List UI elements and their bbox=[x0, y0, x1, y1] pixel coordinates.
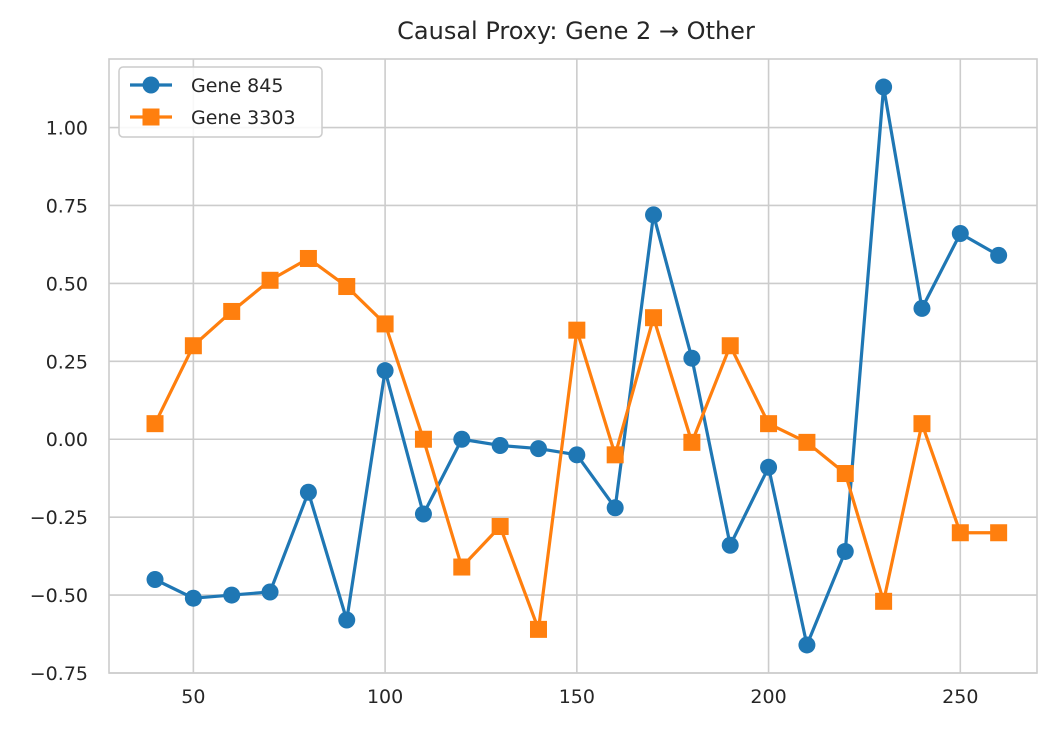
data-point-square bbox=[568, 321, 586, 339]
series-group bbox=[146, 78, 1008, 654]
chart-title: Causal Proxy: Gene 2 → Other bbox=[397, 17, 755, 45]
data-point-square bbox=[223, 302, 241, 320]
data-point-square bbox=[606, 446, 624, 464]
data-point-circle bbox=[990, 246, 1008, 264]
data-point-square bbox=[875, 592, 893, 610]
data-point-circle bbox=[299, 483, 317, 501]
data-point-circle bbox=[414, 505, 432, 523]
y-tick-label: 0.00 bbox=[46, 429, 88, 451]
data-point-circle bbox=[491, 436, 509, 454]
data-point-square bbox=[338, 278, 356, 296]
data-point-square bbox=[721, 337, 739, 355]
data-point-circle bbox=[606, 499, 624, 517]
x-tick-label: 50 bbox=[181, 686, 205, 708]
y-tick-label: 0.25 bbox=[46, 351, 88, 373]
data-point-circle bbox=[645, 206, 663, 224]
y-tick-label: −0.75 bbox=[30, 663, 88, 685]
data-point-square bbox=[146, 415, 164, 433]
data-point-square bbox=[491, 518, 509, 536]
data-point-circle bbox=[568, 446, 586, 464]
legend-marker-square bbox=[142, 108, 160, 126]
data-point-square bbox=[299, 249, 317, 267]
data-point-circle bbox=[376, 362, 394, 380]
data-point-circle bbox=[913, 299, 931, 317]
data-point-circle bbox=[836, 542, 854, 560]
data-point-square bbox=[376, 315, 394, 333]
data-point-circle bbox=[951, 225, 969, 243]
legend-label: Gene 3303 bbox=[191, 107, 296, 129]
legend-marker-circle bbox=[142, 76, 160, 94]
x-tick-label: 200 bbox=[750, 686, 786, 708]
y-tick-label: 0.75 bbox=[46, 195, 88, 217]
data-point-circle bbox=[875, 78, 893, 96]
data-point-circle bbox=[529, 440, 547, 458]
data-point-circle bbox=[223, 586, 241, 604]
data-point-square bbox=[261, 271, 279, 289]
data-point-circle bbox=[184, 589, 202, 607]
legend: Gene 845 Gene 3303 bbox=[118, 66, 323, 138]
data-point-circle bbox=[261, 583, 279, 601]
legend-label: Gene 845 bbox=[191, 75, 283, 97]
data-point-circle bbox=[338, 611, 356, 629]
data-point-circle bbox=[798, 636, 816, 654]
legend-entry: Gene 845 bbox=[130, 75, 283, 97]
data-point-square bbox=[990, 524, 1008, 542]
data-point-circle bbox=[721, 536, 739, 554]
data-point-square bbox=[184, 337, 202, 355]
data-point-circle bbox=[760, 458, 778, 476]
x-tick-label: 150 bbox=[559, 686, 595, 708]
x-tick-label: 100 bbox=[367, 686, 403, 708]
series-1 bbox=[146, 78, 1008, 654]
x-tick-label: 250 bbox=[942, 686, 978, 708]
y-tick-label: 0.50 bbox=[46, 273, 88, 295]
data-point-square bbox=[683, 433, 701, 451]
series-2 bbox=[146, 249, 1008, 638]
y-tick-label: 1.00 bbox=[46, 118, 88, 140]
tick-labels: 50 100 150 200 250 −0.75 −0.50 −0.25 0.00 0.25 0.5… bbox=[30, 118, 979, 708]
data-point-square bbox=[951, 524, 969, 542]
data-point-square bbox=[798, 433, 816, 451]
data-point-square bbox=[645, 309, 663, 327]
data-point-square bbox=[414, 430, 432, 448]
y-tick-label: −0.25 bbox=[30, 507, 88, 529]
legend-entry: Gene 3303 bbox=[130, 107, 296, 129]
data-point-square bbox=[453, 558, 471, 576]
data-point-square bbox=[529, 620, 547, 638]
data-point-square bbox=[836, 465, 854, 483]
plot-area-frame bbox=[108, 58, 1038, 674]
data-point-square bbox=[760, 415, 778, 433]
data-point-square bbox=[913, 415, 931, 433]
data-point-circle bbox=[453, 430, 471, 448]
data-point-circle bbox=[146, 570, 164, 588]
y-tick-label: −0.50 bbox=[30, 585, 88, 607]
data-point-circle bbox=[683, 349, 701, 367]
